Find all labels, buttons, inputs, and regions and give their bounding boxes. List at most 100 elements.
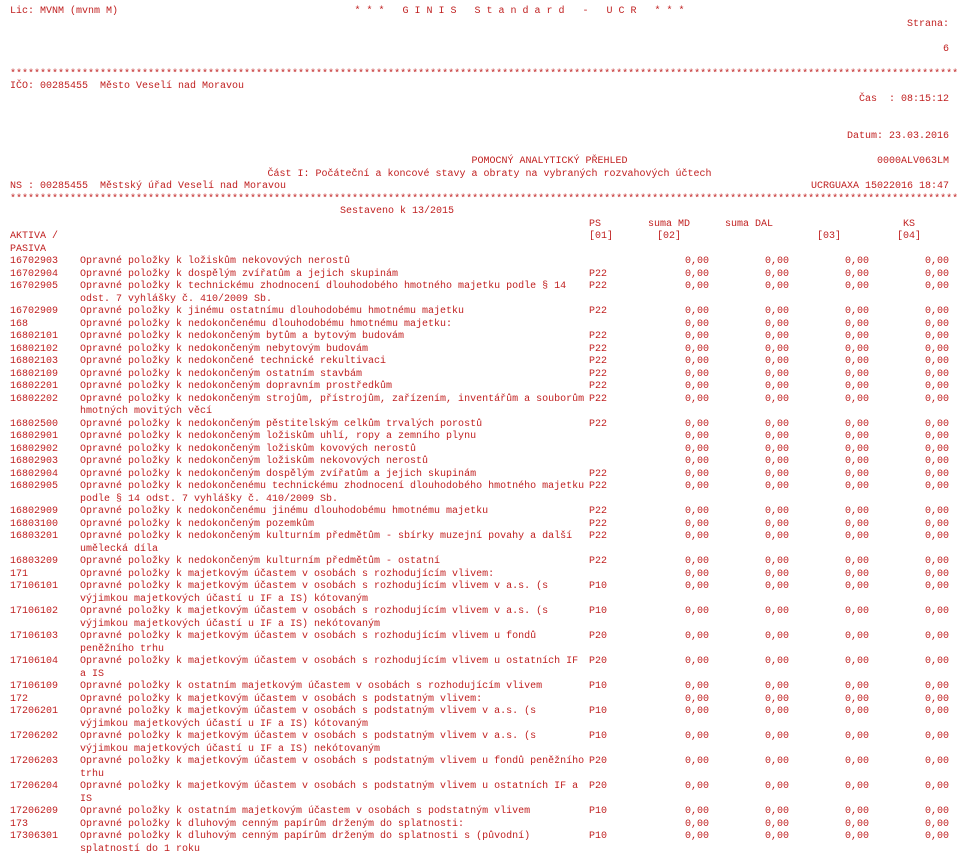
row-md: 0,00 bbox=[629, 269, 709, 282]
row-name: Opravné položky k jinému ostatnímu dlouh… bbox=[80, 306, 589, 319]
row-c3: 0,00 bbox=[789, 344, 869, 357]
row-c3: 0,00 bbox=[789, 281, 869, 306]
row-ks: 0,00 bbox=[869, 631, 949, 656]
row-c3: 0,00 bbox=[789, 656, 869, 681]
row-md: 0,00 bbox=[629, 681, 709, 694]
row-c3: 0,00 bbox=[789, 431, 869, 444]
table-row: 17206201Opravné položky k majetkovým úča… bbox=[10, 706, 949, 731]
row-p: P22 bbox=[589, 531, 629, 556]
row-code: 17106109 bbox=[10, 681, 80, 694]
row-ks: 0,00 bbox=[869, 281, 949, 306]
row-code: 172 bbox=[10, 694, 80, 707]
row-p: P22 bbox=[589, 469, 629, 482]
row-ks: 0,00 bbox=[869, 269, 949, 282]
row-name: Opravné položky k dospělým zvířatům a je… bbox=[80, 269, 589, 282]
row-c3: 0,00 bbox=[789, 731, 869, 756]
row-code: 16802909 bbox=[10, 506, 80, 519]
header-row-3: Datum: 23.03.2016 bbox=[10, 119, 949, 157]
row-c3: 0,00 bbox=[789, 631, 869, 656]
col-md: suma MD bbox=[629, 219, 709, 232]
row-p: P22 bbox=[589, 369, 629, 382]
row-dal: 0,00 bbox=[709, 681, 789, 694]
row-code: 173 bbox=[10, 819, 80, 832]
row-code: 16802904 bbox=[10, 469, 80, 482]
row-p: P20 bbox=[589, 656, 629, 681]
row-dal: 0,00 bbox=[709, 481, 789, 506]
row-p: P22 bbox=[589, 331, 629, 344]
row-name: Opravné položky k nedokončenému jinému d… bbox=[80, 506, 589, 519]
row-dal: 0,00 bbox=[709, 506, 789, 519]
row-code: 17206204 bbox=[10, 781, 80, 806]
row-p: P22 bbox=[589, 306, 629, 319]
compiled: Sestaveno k 13/2015 bbox=[340, 206, 949, 219]
row-c3: 0,00 bbox=[789, 331, 869, 344]
ico: IČO: 00285455 Město Veselí nad Moravou bbox=[10, 81, 789, 119]
row-code: 17306301 bbox=[10, 831, 80, 856]
star-line-2: ****************************************… bbox=[10, 194, 949, 207]
row-name: Opravné položky k majetkovým účastem v o… bbox=[80, 756, 589, 781]
row-dal: 0,00 bbox=[709, 331, 789, 344]
row-c3: 0,00 bbox=[789, 694, 869, 707]
row-ks: 0,00 bbox=[869, 656, 949, 681]
row-ks: 0,00 bbox=[869, 731, 949, 756]
row-c3: 0,00 bbox=[789, 481, 869, 506]
row-dal: 0,00 bbox=[709, 256, 789, 269]
lic: Lic: MVNM (mvnm M) bbox=[10, 6, 210, 69]
row-ks: 0,00 bbox=[869, 806, 949, 819]
row-dal: 0,00 bbox=[709, 531, 789, 556]
row-p: P20 bbox=[589, 756, 629, 781]
row-md: 0,00 bbox=[629, 756, 709, 781]
row-p: P22 bbox=[589, 481, 629, 506]
row-code: 17206201 bbox=[10, 706, 80, 731]
header-row-1: Lic: MVNM (mvnm M) * * * G I N I S S t a… bbox=[10, 6, 949, 69]
table-row: 16802109Opravné položky k nedokončeným o… bbox=[10, 369, 949, 382]
row-c3: 0,00 bbox=[789, 456, 869, 469]
star-line-1: ****************************************… bbox=[10, 69, 949, 82]
header-row-5: Část I: Počáteční a koncové stavy a obra… bbox=[10, 169, 949, 182]
row-c3: 0,00 bbox=[789, 681, 869, 694]
row-code: 17106103 bbox=[10, 631, 80, 656]
row-ks: 0,00 bbox=[869, 606, 949, 631]
table-row: 16802909Opravné položky k nedokončenému … bbox=[10, 506, 949, 519]
row-ks: 0,00 bbox=[869, 369, 949, 382]
table-row: 17306301Opravné položky k dluhovým cenný… bbox=[10, 831, 949, 856]
table-row: 17206209Opravné položky k ostatním majet… bbox=[10, 806, 949, 819]
col-heads-2: AKTIVA / PASIVA [01] [02] [03] [04] bbox=[10, 231, 949, 256]
row-dal: 0,00 bbox=[709, 419, 789, 432]
row-p bbox=[589, 431, 629, 444]
row-ks: 0,00 bbox=[869, 819, 949, 832]
col-dal: suma DAL bbox=[709, 219, 789, 232]
row-code: 16802902 bbox=[10, 444, 80, 457]
row-code: 16702903 bbox=[10, 256, 80, 269]
row-ks: 0,00 bbox=[869, 331, 949, 344]
row-name: Opravné položky k nedokončeným ložiskům … bbox=[80, 444, 589, 457]
row-name: Opravné položky k nedokončeným dopravním… bbox=[80, 381, 589, 394]
row-md: 0,00 bbox=[629, 431, 709, 444]
row-name: Opravné položky k nedokončeným ložiskům … bbox=[80, 456, 589, 469]
row-name: Opravné položky k ostatním majetkovým úč… bbox=[80, 681, 589, 694]
header-row-6: NS : 00285455 Městský úřad Veselí nad Mo… bbox=[10, 181, 949, 194]
row-md: 0,00 bbox=[629, 694, 709, 707]
row-dal: 0,00 bbox=[709, 319, 789, 332]
row-c3: 0,00 bbox=[789, 381, 869, 394]
row-ks: 0,00 bbox=[869, 569, 949, 582]
table-row: 16702904Opravné položky k dospělým zvířa… bbox=[10, 269, 949, 282]
row-code: 16803201 bbox=[10, 531, 80, 556]
row-ks: 0,00 bbox=[869, 694, 949, 707]
code-tiny: 0000ALV063LM bbox=[789, 156, 949, 169]
row-c3: 0,00 bbox=[789, 806, 869, 819]
row-md: 0,00 bbox=[629, 731, 709, 756]
row-dal: 0,00 bbox=[709, 606, 789, 631]
table-row: 16802102Opravné položky k nedokončeným n… bbox=[10, 344, 949, 357]
table-row: 16802901Opravné položky k nedokončeným l… bbox=[10, 431, 949, 444]
row-p: P10 bbox=[589, 581, 629, 606]
ucrguaxa: UCRGUAXA 15022016 18:47 bbox=[749, 181, 949, 194]
row-code: 16802102 bbox=[10, 344, 80, 357]
c03: [03] bbox=[789, 231, 869, 256]
compiled-row: Sestaveno k 13/2015 bbox=[10, 206, 949, 219]
row-name: Opravné položky k nedokončeným kulturním… bbox=[80, 556, 589, 569]
row-dal: 0,00 bbox=[709, 569, 789, 582]
table-row: 16803100Opravné položky k nedokončeným p… bbox=[10, 519, 949, 532]
table-row: 16802904Opravné položky k nedokončeným d… bbox=[10, 469, 949, 482]
row-c3: 0,00 bbox=[789, 569, 869, 582]
